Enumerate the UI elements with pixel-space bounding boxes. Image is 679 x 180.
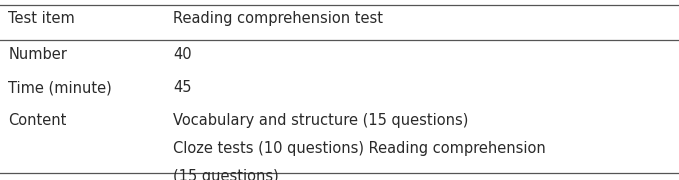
Text: Cloze tests (10 questions) Reading comprehension: Cloze tests (10 questions) Reading compr… — [173, 141, 546, 156]
Text: 45: 45 — [173, 80, 191, 95]
Text: Reading comprehension test: Reading comprehension test — [173, 11, 383, 26]
Text: Content: Content — [8, 113, 67, 128]
Text: Vocabulary and structure (15 questions): Vocabulary and structure (15 questions) — [173, 113, 469, 128]
Text: 40: 40 — [173, 47, 191, 62]
Text: Test item: Test item — [8, 11, 75, 26]
Text: Number: Number — [8, 47, 67, 62]
Text: (15 questions): (15 questions) — [173, 169, 279, 180]
Text: Time (minute): Time (minute) — [8, 80, 112, 95]
